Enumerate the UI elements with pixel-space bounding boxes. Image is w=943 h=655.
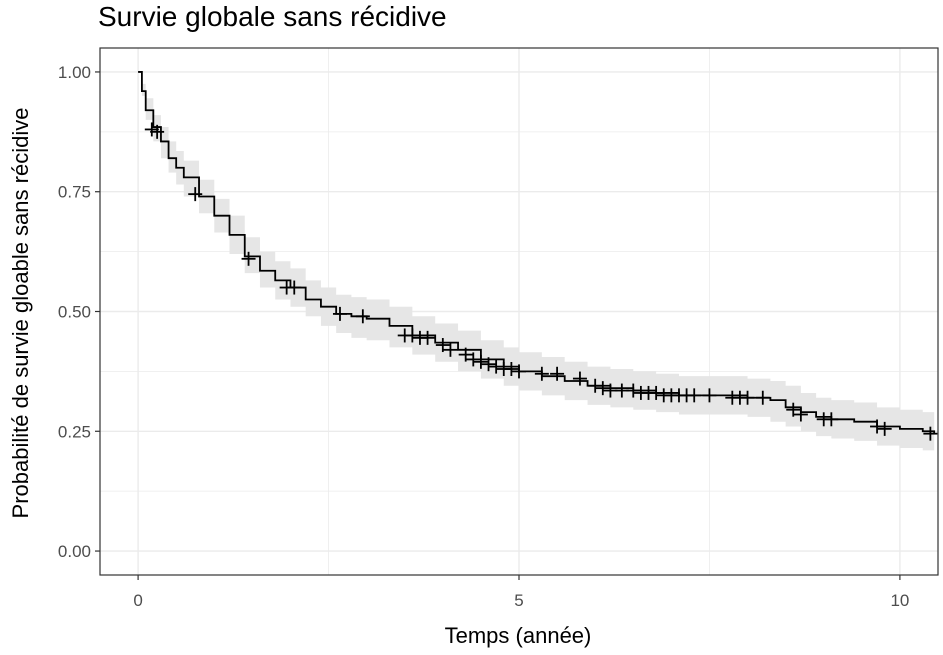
confidence-band-group <box>138 71 935 453</box>
axis-ticks: 0 5 10 0.00 0.25 0.50 0.75 1.00 <box>58 63 909 610</box>
censor-mark <box>473 354 488 369</box>
censor-mark <box>332 306 347 321</box>
censor-mark <box>870 419 885 434</box>
censor-marks-group <box>144 122 938 441</box>
censor-mark <box>466 352 481 367</box>
censor-mark <box>188 187 203 202</box>
y-tick-label: 0.00 <box>58 542 91 561</box>
censor-mark <box>702 388 717 403</box>
censor-mark <box>588 378 603 393</box>
x-tick-label: 10 <box>890 591 909 610</box>
censor-mark <box>504 361 519 376</box>
confidence-band <box>138 71 935 453</box>
censor-mark <box>626 383 641 398</box>
censor-mark <box>550 366 565 381</box>
y-axis-title: Probabilité de survie gloable sans récid… <box>8 108 33 519</box>
censor-mark <box>287 280 302 295</box>
censor-mark <box>534 366 549 381</box>
survival-curve <box>138 71 936 434</box>
survival-curve-group <box>138 71 936 434</box>
censor-mark <box>786 402 801 417</box>
censor-mark <box>687 388 702 403</box>
x-tick-label: 5 <box>514 591 523 610</box>
censor-mark <box>824 412 839 427</box>
y-tick-label: 0.75 <box>58 183 91 202</box>
x-axis-title: Temps (année) <box>445 623 592 648</box>
grid-lines <box>100 48 938 575</box>
censor-mark <box>512 364 526 379</box>
censor-mark <box>595 381 610 396</box>
censor-mark <box>489 359 504 374</box>
censor-mark <box>755 390 770 405</box>
panel-border <box>99 47 939 576</box>
y-tick-label: 0.25 <box>58 422 91 441</box>
censor-mark <box>420 330 435 345</box>
censor-mark <box>793 407 808 422</box>
censor-mark <box>923 426 938 441</box>
censor-mark <box>241 251 256 266</box>
x-tick-label: 0 <box>133 591 142 610</box>
censor-mark <box>443 342 458 357</box>
censor-mark <box>649 385 664 400</box>
censor-mark <box>572 371 587 386</box>
y-tick-label: 1.00 <box>58 63 91 82</box>
censor-mark <box>435 338 450 353</box>
y-tick-label: 0.50 <box>58 303 91 322</box>
censor-mark <box>355 309 370 324</box>
chart-title: Survie globale sans récidive <box>98 1 447 32</box>
censor-mark <box>405 328 420 343</box>
censor-mark <box>877 421 892 436</box>
censor-mark <box>150 124 165 139</box>
censor-mark <box>481 357 496 372</box>
censor-mark <box>740 390 755 405</box>
censor-mark <box>458 347 473 362</box>
